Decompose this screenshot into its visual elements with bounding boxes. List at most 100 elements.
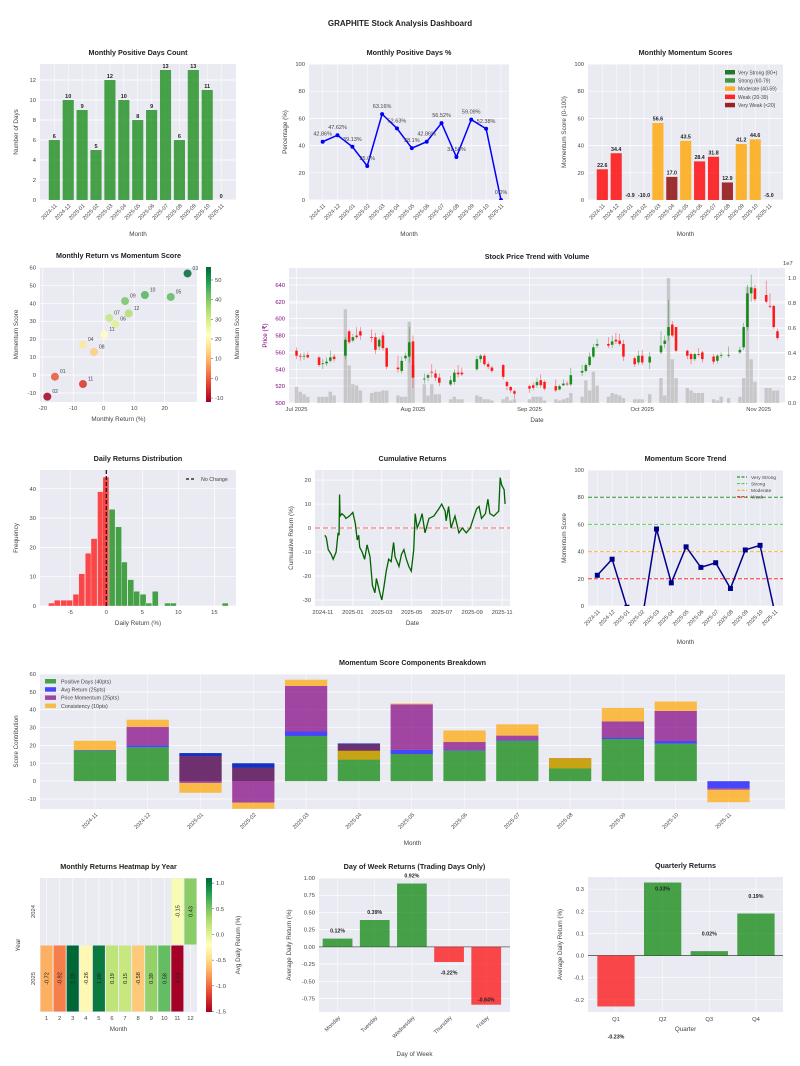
x-axis-label: Quarter	[675, 1026, 696, 1033]
x-axis-label: Month	[129, 231, 147, 238]
colorbar-label: Avg Daily Return (%)	[235, 916, 242, 975]
y-tick-label: -0.1	[574, 976, 584, 982]
candle-body	[595, 343, 599, 346]
component-bar	[443, 750, 486, 782]
component-bar	[707, 781, 750, 789]
chart-title: Daily Returns Distribution	[94, 454, 183, 463]
bar	[90, 150, 102, 200]
volume-tick-label: 0.0	[788, 401, 796, 407]
bar	[434, 946, 464, 963]
y-tick-label: 620	[275, 300, 285, 306]
volume-bar	[328, 391, 333, 403]
x-tick-label: 5	[141, 610, 144, 616]
data-label: 52.38%	[477, 119, 496, 125]
colorbar-tick-label: 0.5	[216, 907, 224, 913]
volume-bar	[617, 395, 622, 403]
bar	[596, 169, 608, 200]
scatter-point	[50, 372, 59, 381]
volume-bar	[689, 390, 693, 403]
x-tick-label: 2025-05	[401, 610, 422, 616]
data-point	[498, 198, 503, 200]
candle-body	[610, 341, 614, 345]
volume-bar	[475, 395, 479, 403]
candle-body	[768, 305, 772, 307]
y-tick-label: 20	[30, 337, 36, 343]
heatmap-cell	[92, 945, 105, 1012]
plot-layer	[48, 470, 229, 606]
colorbar-tick-label: 0	[215, 376, 218, 382]
y-tick-label: 520	[275, 384, 285, 390]
x-tick-label: 2025-05	[398, 812, 417, 831]
data-label: 0.33%	[655, 887, 670, 893]
candle-body	[697, 354, 700, 355]
histogram-bar	[121, 561, 128, 606]
data-label: 0.12%	[330, 928, 345, 934]
volume-bar	[711, 399, 716, 403]
candle-body	[332, 356, 336, 360]
cell-label: 0.39	[149, 973, 155, 984]
candle-body	[453, 372, 456, 382]
cell-label: 0.43	[188, 906, 194, 917]
data-label: 0.0%	[495, 190, 508, 196]
candle-body	[460, 372, 464, 375]
data-point	[742, 547, 748, 553]
x-axis-label: Month	[400, 231, 418, 238]
candle-body	[374, 337, 377, 350]
candle-body	[701, 352, 704, 360]
data-point	[654, 526, 660, 532]
component-bar	[654, 740, 697, 744]
heatmap-cell	[145, 945, 158, 1012]
volume-tick-label: 0.8	[788, 301, 796, 307]
candle-body	[633, 358, 636, 365]
bar	[159, 70, 172, 200]
data-point	[668, 580, 674, 586]
candle-body	[569, 375, 573, 385]
y-axis-label: Number of Days	[13, 109, 20, 155]
legend-swatch	[45, 679, 56, 684]
component-bar	[390, 704, 433, 750]
heatmap-cell	[79, 945, 92, 1012]
candle-body	[716, 355, 719, 361]
candle-body	[764, 295, 768, 302]
point-label: 06	[120, 317, 126, 323]
y-tick-label: 0	[581, 604, 584, 610]
histogram-bar	[164, 602, 171, 606]
data-point	[713, 560, 719, 566]
volume-bar	[321, 396, 325, 403]
y-tick-label: -30	[303, 598, 311, 604]
data-label: 56.6	[653, 117, 663, 123]
legend-label: Strong (60-79)	[738, 79, 771, 85]
component-bar	[443, 750, 486, 751]
candle-body	[404, 355, 407, 359]
plot-layer	[319, 883, 510, 1005]
y-tick-label: 1.00	[304, 876, 315, 882]
bar	[322, 938, 353, 947]
y-axis-label: Score Contribution	[13, 715, 20, 768]
x-axis-label: Month	[404, 840, 422, 847]
y-tick-label: -10	[28, 797, 36, 803]
y-tick-label: 60	[299, 116, 305, 122]
volume-bar	[554, 399, 558, 403]
histogram-bar	[72, 594, 80, 606]
y-tick-label: 2025	[31, 972, 37, 985]
x-tick-label: 2025-08	[556, 812, 575, 831]
bar	[132, 120, 144, 200]
data-label: 12.9	[722, 176, 732, 182]
plot-layer	[596, 123, 761, 200]
candle-body	[347, 331, 351, 343]
volume-bar	[659, 378, 663, 403]
candle-body	[531, 385, 535, 388]
plot-layer	[40, 878, 197, 1012]
y-tick-label: 60	[578, 522, 584, 528]
data-point	[439, 121, 444, 126]
cell-label: -0.58	[136, 972, 142, 985]
y-tick-label: 640	[275, 283, 285, 289]
bar	[187, 70, 199, 200]
x-tick-label: 2025-07	[503, 812, 522, 831]
x-tick-label: Thursday	[433, 1015, 454, 1036]
candle-body	[554, 386, 558, 391]
component-bar	[548, 758, 592, 769]
component-bar	[337, 750, 381, 760]
bar	[173, 140, 185, 200]
legend-label: Consistency (10pts)	[61, 704, 108, 710]
